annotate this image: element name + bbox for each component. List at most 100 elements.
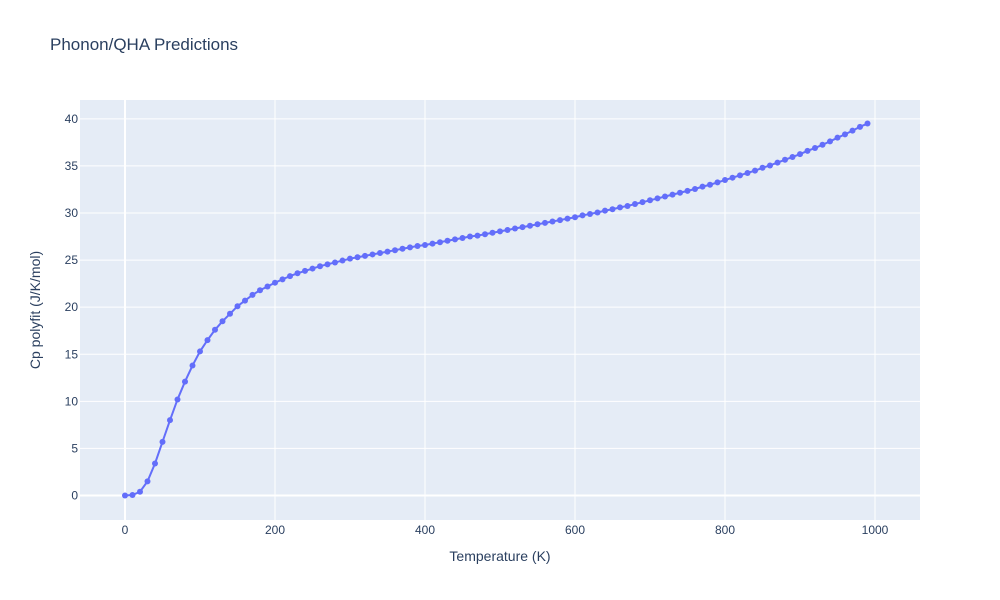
- data-point[interactable]: [129, 492, 136, 499]
- data-point[interactable]: [497, 228, 503, 235]
- data-point[interactable]: [309, 265, 316, 272]
- data-point[interactable]: [789, 153, 796, 160]
- data-point[interactable]: [474, 232, 481, 239]
- data-point[interactable]: [842, 131, 848, 138]
- data-point[interactable]: [242, 297, 248, 304]
- data-point[interactable]: [587, 210, 593, 217]
- data-point[interactable]: [512, 225, 518, 232]
- data-point[interactable]: [849, 127, 856, 134]
- data-point[interactable]: [737, 172, 743, 179]
- data-point[interactable]: [444, 237, 451, 244]
- data-point[interactable]: [482, 231, 488, 238]
- data-point[interactable]: [504, 226, 511, 233]
- data-point[interactable]: [489, 229, 496, 236]
- data-point[interactable]: [279, 276, 286, 283]
- data-point[interactable]: [122, 492, 128, 499]
- data-point[interactable]: [699, 183, 706, 190]
- data-point[interactable]: [669, 191, 676, 198]
- data-point[interactable]: [152, 460, 158, 467]
- data-point[interactable]: [617, 204, 623, 211]
- data-point[interactable]: [392, 247, 398, 254]
- data-point[interactable]: [542, 219, 548, 226]
- data-point[interactable]: [287, 273, 293, 280]
- data-point[interactable]: [249, 291, 256, 298]
- data-point[interactable]: [744, 169, 751, 176]
- data-point[interactable]: [339, 257, 346, 264]
- data-point[interactable]: [399, 245, 406, 252]
- data-point[interactable]: [797, 151, 803, 158]
- data-point[interactable]: [519, 224, 526, 231]
- data-point[interactable]: [332, 259, 338, 266]
- data-point[interactable]: [257, 287, 263, 294]
- data-point[interactable]: [759, 164, 766, 171]
- data-point[interactable]: [579, 212, 586, 219]
- data-point[interactable]: [624, 202, 631, 209]
- data-point[interactable]: [864, 120, 871, 127]
- data-point[interactable]: [407, 244, 413, 251]
- data-point[interactable]: [197, 348, 203, 355]
- data-point[interactable]: [159, 438, 166, 445]
- data-point[interactable]: [467, 233, 473, 240]
- data-point[interactable]: [714, 179, 721, 186]
- data-point[interactable]: [827, 138, 833, 145]
- data-point[interactable]: [324, 261, 331, 268]
- data-point[interactable]: [564, 215, 571, 222]
- data-point[interactable]: [227, 310, 233, 317]
- data-point[interactable]: [137, 488, 143, 495]
- data-point[interactable]: [654, 195, 661, 202]
- data-point[interactable]: [684, 187, 691, 194]
- data-point[interactable]: [819, 141, 826, 148]
- data-point[interactable]: [767, 162, 773, 169]
- data-point[interactable]: [182, 378, 188, 385]
- data-point[interactable]: [437, 239, 443, 246]
- data-point[interactable]: [632, 201, 638, 208]
- data-point[interactable]: [527, 222, 533, 229]
- data-point[interactable]: [234, 303, 241, 310]
- data-point[interactable]: [414, 242, 421, 249]
- data-point[interactable]: [317, 263, 323, 270]
- data-point[interactable]: [752, 167, 758, 174]
- data-point[interactable]: [429, 240, 436, 247]
- data-point[interactable]: [812, 145, 818, 152]
- data-point[interactable]: [384, 248, 391, 255]
- data-point[interactable]: [534, 221, 541, 228]
- data-point[interactable]: [692, 185, 698, 192]
- data-point[interactable]: [459, 234, 466, 241]
- data-point[interactable]: [189, 362, 196, 369]
- data-point[interactable]: [549, 218, 556, 225]
- data-point[interactable]: [264, 283, 271, 290]
- data-point[interactable]: [662, 193, 668, 200]
- data-point[interactable]: [782, 156, 788, 163]
- data-point[interactable]: [857, 123, 863, 130]
- data-point[interactable]: [804, 147, 811, 154]
- data-point[interactable]: [369, 251, 376, 258]
- data-point[interactable]: [362, 252, 368, 259]
- data-point[interactable]: [722, 177, 728, 184]
- data-point[interactable]: [212, 326, 218, 333]
- data-point[interactable]: [377, 250, 383, 257]
- data-point[interactable]: [609, 206, 616, 213]
- data-point[interactable]: [347, 255, 353, 262]
- data-point[interactable]: [144, 478, 151, 485]
- data-point[interactable]: [647, 197, 653, 204]
- data-point[interactable]: [302, 267, 308, 274]
- data-point[interactable]: [294, 270, 301, 277]
- data-point[interactable]: [729, 174, 736, 181]
- data-point[interactable]: [167, 417, 173, 424]
- data-point[interactable]: [834, 134, 841, 141]
- data-point[interactable]: [639, 199, 646, 206]
- data-point[interactable]: [174, 396, 181, 403]
- data-point[interactable]: [774, 159, 781, 166]
- data-point[interactable]: [204, 337, 211, 344]
- data-point[interactable]: [602, 207, 608, 214]
- data-point[interactable]: [572, 214, 578, 221]
- data-point[interactable]: [219, 318, 226, 325]
- data-point[interactable]: [422, 242, 428, 249]
- data-point[interactable]: [677, 189, 683, 196]
- data-point[interactable]: [354, 254, 361, 261]
- data-point[interactable]: [452, 236, 458, 243]
- data-point[interactable]: [557, 217, 563, 224]
- data-point[interactable]: [594, 209, 601, 216]
- data-point[interactable]: [272, 279, 278, 286]
- data-point[interactable]: [707, 181, 713, 188]
